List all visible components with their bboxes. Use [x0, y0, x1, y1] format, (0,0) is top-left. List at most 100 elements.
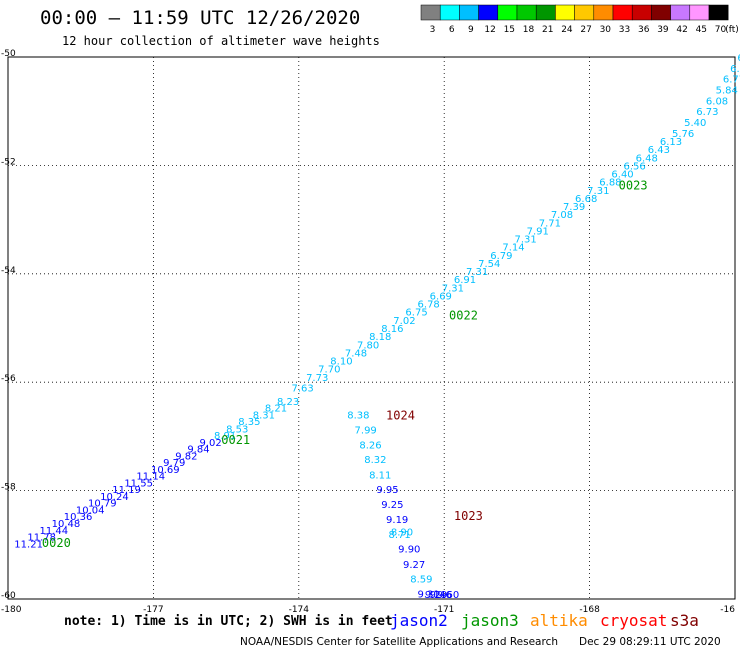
x-tick-label: -177 [143, 605, 163, 615]
footer-center: NOAA/NESDIS Center for Satellite Applica… [240, 636, 558, 648]
colorbar-swatch [708, 4, 729, 21]
colorbar-swatch [555, 4, 575, 21]
x-tick-label: -168 [579, 605, 600, 615]
wave-height-label: 7.73 [306, 373, 328, 384]
colorbar-label: 33 [619, 25, 630, 35]
wave-height-label: 7.31 [514, 235, 536, 246]
x-tick-label: -16 [720, 605, 735, 615]
wave-height-label: 8.10 [330, 357, 352, 368]
wave-height-label: 6.56 [624, 161, 646, 172]
wave-height-label: 7.54 [478, 259, 500, 270]
wave-height-label: 9.31 [418, 590, 440, 601]
wave-height-label: 8.35 [238, 417, 260, 428]
wave-height-label: 6.82 [737, 53, 740, 64]
satellite-legend: jason2 jason3 altika cryosat s3a [390, 611, 699, 630]
wave-height-label: 6.77 [723, 75, 740, 86]
colorbar-label: 9 [468, 25, 474, 35]
wave-height-label: 5.40 [684, 118, 706, 129]
y-tick-label: -60 [1, 591, 16, 601]
wave-height-label: 9.95 [376, 485, 398, 496]
wave-height-label: 8.38 [347, 411, 369, 422]
colorbar-swatch [670, 4, 691, 21]
wave-height-label: 10.48 [52, 519, 81, 530]
axis-tick-labels: -180 -177 -174 -171 -168 -16 -50 -52 -54 -56 -58 -6… [1, 49, 735, 615]
wave-height-label: 8.16 [381, 324, 403, 335]
y-tick-label: -54 [1, 266, 16, 276]
plot-frame [7, 56, 736, 600]
colorbar-swatch [593, 4, 614, 21]
colorbar-swatch [651, 4, 671, 21]
wave-height-label: 7.08 [551, 210, 573, 221]
footer-note: note: 1) Time is in UTC; 2) SWH is in fe… [64, 614, 393, 629]
wave-height-label: 8.21 [265, 404, 287, 415]
colorbar-swatch [631, 4, 652, 21]
colorbar-label: 12 [484, 25, 495, 35]
wave-height-label: 9.46 [430, 590, 452, 601]
colorbar-label: 15 [504, 25, 515, 35]
wave-height-label: 8.91 [214, 431, 236, 442]
wave-height-label: 11.44 [40, 526, 69, 537]
wave-height-label: 7.48 [345, 348, 367, 359]
y-tick-label: -56 [1, 374, 16, 384]
wave-height-label: 9.19 [386, 515, 408, 526]
wave-height-label: 10.04 [76, 506, 105, 517]
wave-height-label: 6.68 [575, 194, 597, 205]
wave-height-label: 11.19 [112, 485, 141, 496]
wave-height-label: 10.36 [64, 512, 93, 523]
colorbar-swatch [689, 4, 710, 21]
wave-height-label: 9.90 [398, 545, 420, 556]
colorbar-swatch [497, 4, 518, 21]
wave-height-label: 6.79 [490, 251, 512, 262]
wave-height-label: 6.40 [611, 170, 633, 181]
colorbar-label: 3 [430, 25, 436, 35]
colorbar-label: 70 [715, 25, 727, 35]
colorbar-label: 39 [657, 25, 669, 35]
wave-height-label: 9.60 [437, 590, 459, 601]
colorbar-swatch [439, 4, 460, 21]
footer-timestamp: Dec 29 08:29:11 UTC 2020 [579, 636, 721, 648]
wave-height-label: 7.71 [539, 218, 561, 229]
wave-height-label: 8.53 [226, 424, 248, 435]
legend-cryosat: cryosat [600, 611, 667, 630]
wave-height-label: 9.84 [187, 444, 209, 455]
wave-height-label: 7.99 [355, 425, 377, 436]
wave-height-label: 8.90 [391, 527, 413, 538]
wave-height-label: 7.39 [563, 202, 585, 213]
wave-height-label: 8.71 [388, 530, 410, 541]
wave-height-label: 6.69 [430, 291, 452, 302]
grid [8, 57, 735, 599]
colorbar-label: 36 [638, 25, 650, 35]
colorbar-label: 27 [580, 25, 591, 35]
colorbar-label: 18 [523, 25, 535, 35]
wave-height-label: 9.25 [381, 500, 403, 511]
wave-height-label: 8.26 [359, 441, 381, 452]
wave-height-label: 5.76 [672, 129, 694, 140]
pass-id-label: 0023 [619, 178, 648, 192]
wave-height-label: 7.63 [292, 384, 314, 395]
x-tick-label: -171 [434, 605, 454, 615]
y-tick-label: -52 [1, 157, 16, 167]
colorbar-unit: (ft) [725, 25, 739, 35]
wave-height-label: 6.43 [648, 145, 670, 156]
wave-height-label: 9.29 [425, 590, 447, 601]
x-tick-label: -174 [289, 605, 310, 615]
colorbar-swatch [459, 4, 479, 21]
pass-id-label: 1023 [454, 509, 483, 523]
colorbar-swatch [612, 4, 633, 21]
y-tick-label: -50 [1, 49, 16, 59]
wave-height-label: 9.27 [403, 560, 425, 571]
wave-height-label: 7.14 [502, 243, 524, 254]
x-tick-label: -180 [1, 605, 22, 615]
wave-height-label: 9.79 [163, 458, 185, 469]
wave-height-label: 6.91 [454, 275, 476, 286]
wave-height-label: 10.69 [151, 465, 180, 476]
pass-id-label: 0022 [449, 308, 478, 322]
colorbar-label: 45 [696, 25, 707, 35]
legend-altika: altika [530, 611, 588, 630]
wave-height-label: 8.11 [369, 470, 391, 481]
wave-height-label: 11.78 [27, 533, 56, 544]
wave-height-label: 8.31 [253, 411, 275, 422]
colorbar-swatch [478, 4, 499, 21]
legend-s3a: s3a [670, 611, 699, 630]
